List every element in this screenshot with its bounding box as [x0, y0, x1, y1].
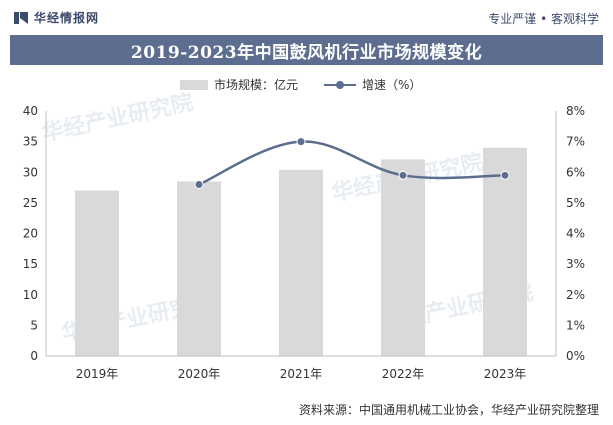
- x-tick-label: 2019年: [76, 367, 119, 381]
- bar: [279, 169, 323, 356]
- y-left-tick-label: 5: [30, 318, 38, 332]
- y-right-tick-label: 6%: [566, 165, 585, 179]
- bar: [381, 159, 425, 356]
- top-bar: 华经情报网 专业严谨 • 客观科学: [0, 0, 613, 34]
- y-left-tick-label: 25: [23, 196, 38, 210]
- x-tick-label: 2020年: [178, 367, 221, 381]
- chart-legend: 市场规模：亿元 增速（%）: [180, 76, 421, 93]
- y-left-tick-label: 35: [23, 135, 38, 149]
- growth-line: [198, 140, 506, 186]
- y-right-tick-label: 2%: [566, 288, 585, 302]
- y-right-tick-label: 0%: [566, 349, 585, 363]
- y-left-tick-label: 40: [23, 104, 38, 118]
- bar: [483, 147, 527, 356]
- brand-name: 华经情报网: [34, 11, 100, 25]
- growth-point: [296, 137, 306, 147]
- x-tick-label: 2023年: [484, 367, 527, 381]
- y-left-tick-label: 30: [23, 165, 38, 179]
- legend-line-label: 增速（%）: [362, 78, 422, 92]
- tagline: 专业严谨 • 客观科学: [488, 12, 599, 26]
- bar: [75, 190, 119, 356]
- bar: [177, 181, 221, 356]
- x-tick-label: 2021年: [280, 367, 323, 381]
- y-left-tick-label: 10: [23, 288, 38, 302]
- chart-title: 2019-2023年中国鼓风机行业市场规模变化: [130, 42, 483, 63]
- x-tick-label: 2022年: [382, 367, 425, 381]
- y-right-tick-label: 5%: [566, 196, 585, 210]
- growth-point: [194, 180, 204, 189]
- y-right-tick-label: 7%: [566, 135, 585, 149]
- y-left-tick-label: 0: [30, 349, 38, 363]
- title-bar: 2019-2023年中国鼓风机行业市场规模变化: [10, 35, 603, 65]
- y-right-tick-label: 1%: [566, 318, 585, 332]
- y-left-tick-label: 15: [23, 257, 38, 271]
- y-left-tick-label: 20: [23, 227, 38, 241]
- y-right-tick-label: 3%: [566, 257, 585, 271]
- legend-bar-swatch: [180, 79, 208, 90]
- brand-logo-icon: [14, 11, 28, 24]
- legend-bar-label: 市场规模：亿元: [214, 78, 299, 92]
- y-right-tick-label: 4%: [566, 227, 585, 241]
- brand: 华经情报网: [14, 9, 99, 26]
- growth-point: [500, 170, 510, 180]
- source-note: 资料来源：中国通用机械工业协会，华经产业研究院整理: [298, 403, 599, 417]
- y-right-tick-label: 8%: [566, 104, 585, 118]
- growth-point: [398, 170, 408, 180]
- legend-line-swatch: [324, 80, 357, 90]
